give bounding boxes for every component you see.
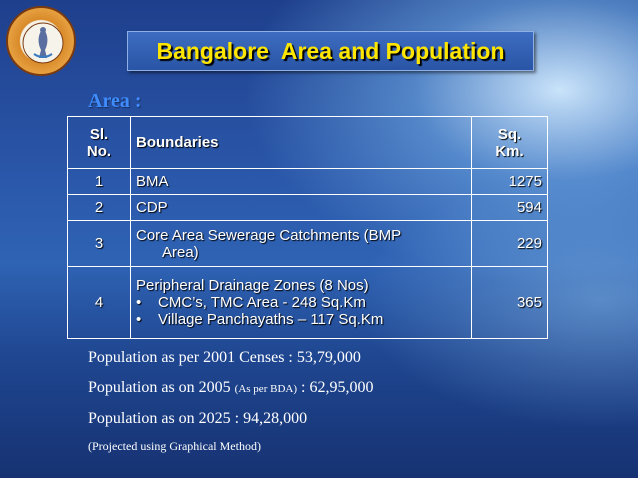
row-boundary: Core Area Sewerage Catchments (BMP Area) — [130, 220, 472, 267]
bullet-icon: • — [136, 311, 142, 328]
population-2025: Population as on 2025 : 94,28,000 — [88, 410, 308, 427]
table-row: 2 CDP 594 — [67, 194, 548, 221]
table-row: 1 BMA 1275 — [67, 168, 548, 195]
population-2005-source: (As per BDA) — [234, 383, 297, 395]
list-item-text: CMC’s, TMC Area - 248 Sq.Km — [158, 294, 366, 311]
row-boundary-line2: Area) — [162, 243, 199, 261]
header-boundaries: Boundaries — [130, 116, 472, 169]
municipal-seal-icon — [6, 6, 76, 76]
row-sl: 3 — [67, 220, 131, 267]
row-boundary: BMA — [130, 168, 472, 195]
header-sl-no-line2: No. — [86, 142, 112, 160]
section-heading: Area : — [88, 90, 142, 112]
row-area: 365 — [471, 266, 548, 339]
row-sl: 1 — [67, 168, 131, 195]
slide-title: Bangalore Area and Population — [156, 37, 505, 64]
row-area: 594 — [471, 194, 548, 221]
slide-title-box: Bangalore Area and Population — [127, 31, 534, 71]
population-2005-value: : 62,95,000 — [297, 379, 374, 396]
row-boundary-line1: Core Area Sewerage Catchments (BMP — [136, 226, 402, 244]
header-sl-no: Sl. No. — [67, 116, 131, 169]
row-sl: 4 — [67, 266, 131, 339]
header-area-line1: Sq. — [497, 125, 522, 143]
header-area: Sq. Km. — [471, 116, 548, 169]
list-item: • CMC’s, TMC Area - 248 Sq.Km — [136, 294, 466, 311]
population-2005-prefix: Population as on 2005 — [88, 379, 235, 396]
table-header-row: Sl. No. Boundaries Sq. Km. — [67, 116, 548, 169]
row-boundary-heading: Peripheral Drainage Zones (8 Nos) — [136, 277, 369, 294]
header-area-line2: Km. — [495, 142, 524, 160]
population-2001: Population as per 2001 Censes : 53,79,00… — [88, 349, 361, 366]
row-area: 229 — [471, 220, 548, 267]
population-2005: Population as on 2005 (As per BDA) : 62,… — [88, 379, 373, 397]
projection-note: (Projected using Graphical Method) — [88, 439, 261, 453]
table-row: 4 Peripheral Drainage Zones (8 Nos) • CMC… — [67, 266, 548, 339]
list-item-text: Village Panchayaths – 117 Sq.Km — [158, 311, 384, 328]
row-sl: 2 — [67, 194, 131, 221]
area-table: Sl. No. Boundaries Sq. Km. 1 BMA 1275 2 … — [67, 116, 548, 339]
list-item: • Village Panchayaths – 117 Sq.Km — [136, 311, 466, 328]
table-row: 3 Core Area Sewerage Catchments (BMP Are… — [67, 220, 548, 267]
bullet-icon: • — [136, 294, 142, 311]
header-sl-no-line1: Sl. — [89, 125, 109, 143]
row-boundary: CDP — [130, 194, 472, 221]
row-area: 1275 — [471, 168, 548, 195]
row-boundary: Peripheral Drainage Zones (8 Nos) • CMC’s… — [130, 266, 472, 339]
